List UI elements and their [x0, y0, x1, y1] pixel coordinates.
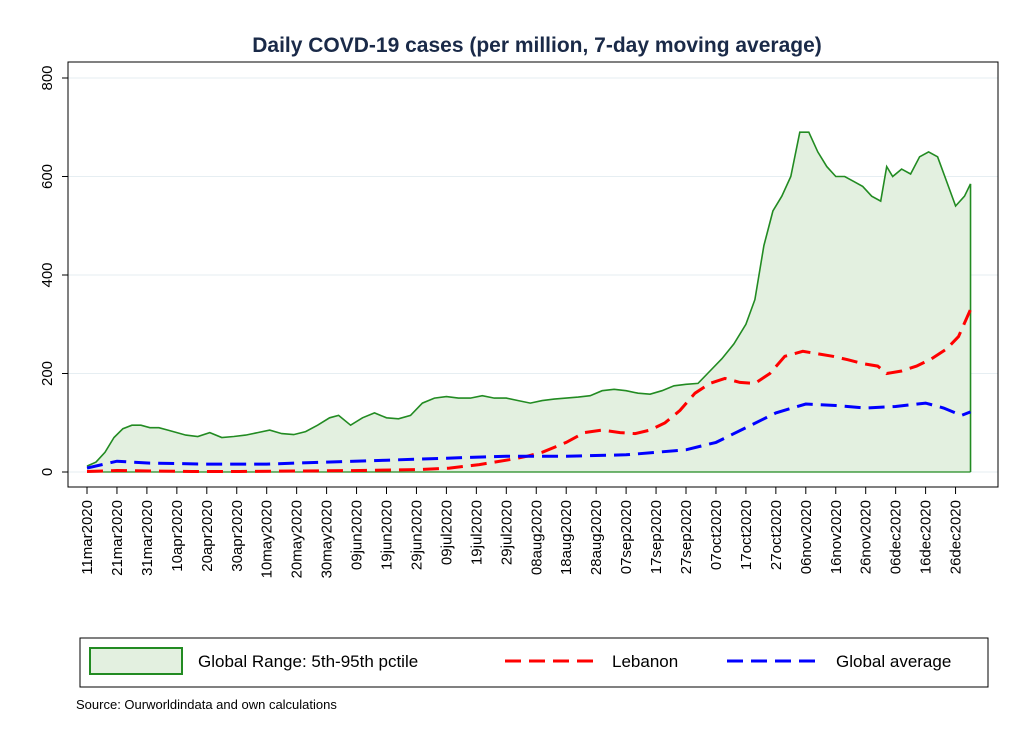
x-tick-label: 20apr2020: [199, 500, 216, 572]
legend-label: Lebanon: [612, 652, 678, 671]
x-tick-label: 07sep2020: [618, 500, 635, 574]
x-tick-label: 07oct2020: [708, 500, 725, 570]
x-tick-label: 27oct2020: [768, 500, 785, 570]
legend: Global Range: 5th-95th pctile Lebanon Glob…: [79, 637, 989, 688]
x-tick-label: 06nov2020: [798, 500, 815, 574]
y-tick-label: 400: [39, 262, 56, 287]
x-tick-label: 26dec2020: [948, 500, 965, 574]
x-tick-label: 17sep2020: [648, 500, 665, 574]
y-tick-label: 800: [39, 65, 56, 90]
x-tick-label: 20may2020: [289, 500, 306, 578]
x-tick-label: 16nov2020: [828, 500, 845, 574]
global-range-upper-line: [86, 131, 972, 467]
x-tick-label: 06dec2020: [888, 500, 905, 574]
x-tick-label: 29jul2020: [498, 500, 515, 565]
x-tick-label: 11mar2020: [79, 500, 96, 575]
x-tick-label: 30apr2020: [229, 500, 246, 572]
legend-label: Global Range: 5th-95th pctile: [198, 652, 418, 671]
x-tick-label: 29jun2020: [408, 500, 425, 570]
x-tick-label: 19jun2020: [379, 500, 396, 570]
x-tick-label: 19jul2020: [468, 500, 485, 565]
x-tick-label: 27sep2020: [678, 500, 695, 574]
axes: 0 200 400 600 800 11mar2020 21mar2020 31mar2020…: [39, 61, 999, 578]
x-tick-label: 09jul2020: [438, 500, 455, 565]
lebanon-line: [86, 308, 972, 473]
x-tick-label: 17oct2020: [738, 500, 755, 570]
global-range-fill: [87, 132, 971, 472]
x-tick-label: 30may2020: [319, 500, 336, 578]
legend-swatch-range: [89, 647, 183, 675]
series-lines: [86, 308, 972, 473]
x-tick-label: 26nov2020: [858, 500, 875, 574]
x-tick-label: 08aug2020: [528, 500, 545, 575]
x-tick-label: 21mar2020: [109, 500, 126, 576]
chart-title: Daily COVD-19 cases (per million, 7-day …: [252, 34, 822, 57]
x-tick-label: 09jun2020: [349, 500, 366, 570]
y-tick-label: 600: [39, 164, 56, 189]
global-average-line: [86, 401, 972, 470]
x-tick-label: 28aug2020: [588, 500, 605, 575]
y-tick-label: 200: [39, 361, 56, 386]
x-tick-label: 16dec2020: [918, 500, 935, 574]
global-range-area: [86, 131, 972, 473]
x-tick-label: 10may2020: [259, 500, 276, 578]
source-note: Source: Ourworldindata and own calculati…: [76, 697, 337, 712]
x-tick-label: 10apr2020: [169, 500, 186, 572]
x-tick-label: 18aug2020: [558, 500, 575, 575]
x-tick-label: 31mar2020: [139, 500, 156, 576]
y-tick-label: 0: [39, 468, 56, 476]
legend-label: Global average: [836, 652, 951, 671]
